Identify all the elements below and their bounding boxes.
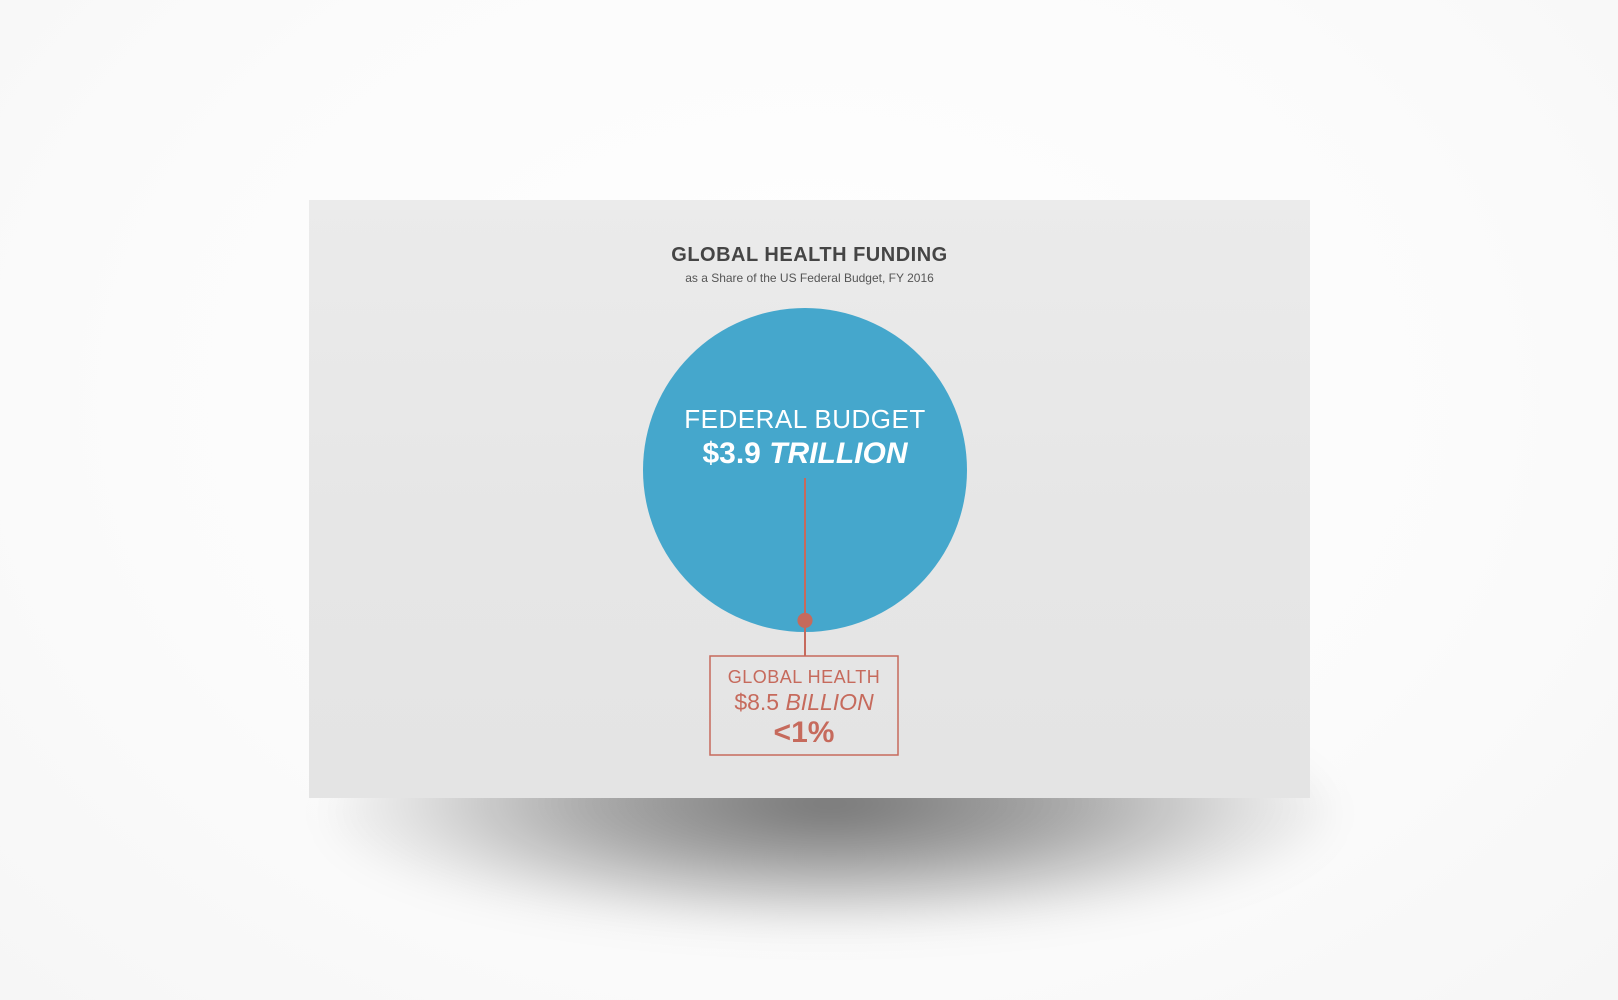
federal-budget-amount-number: $3.9 [702,437,760,470]
global-health-label: GLOBAL HEALTH [728,667,881,687]
global-health-share: <1% [774,716,835,749]
federal-budget-bubble [643,308,967,632]
global-health-amount-number: $8.5 [734,689,779,715]
federal-budget-amount-unit: TRILLION [769,437,909,470]
federal-budget-amount: $3.9 TRILLION [702,437,908,470]
global-health-amount: $8.5 BILLION [734,689,874,715]
chart-title: GLOBAL HEALTH FUNDING [671,244,948,266]
federal-budget-label: FEDERAL BUDGET [684,404,926,434]
chart-subtitle: as a Share of the US Federal Budget, FY … [685,271,934,285]
global-health-dot [797,612,813,628]
global-health-amount-unit: BILLION [785,689,874,715]
title-block: GLOBAL HEALTH FUNDING as a Share of the … [309,244,1310,285]
global-health-callout-box [709,655,899,756]
